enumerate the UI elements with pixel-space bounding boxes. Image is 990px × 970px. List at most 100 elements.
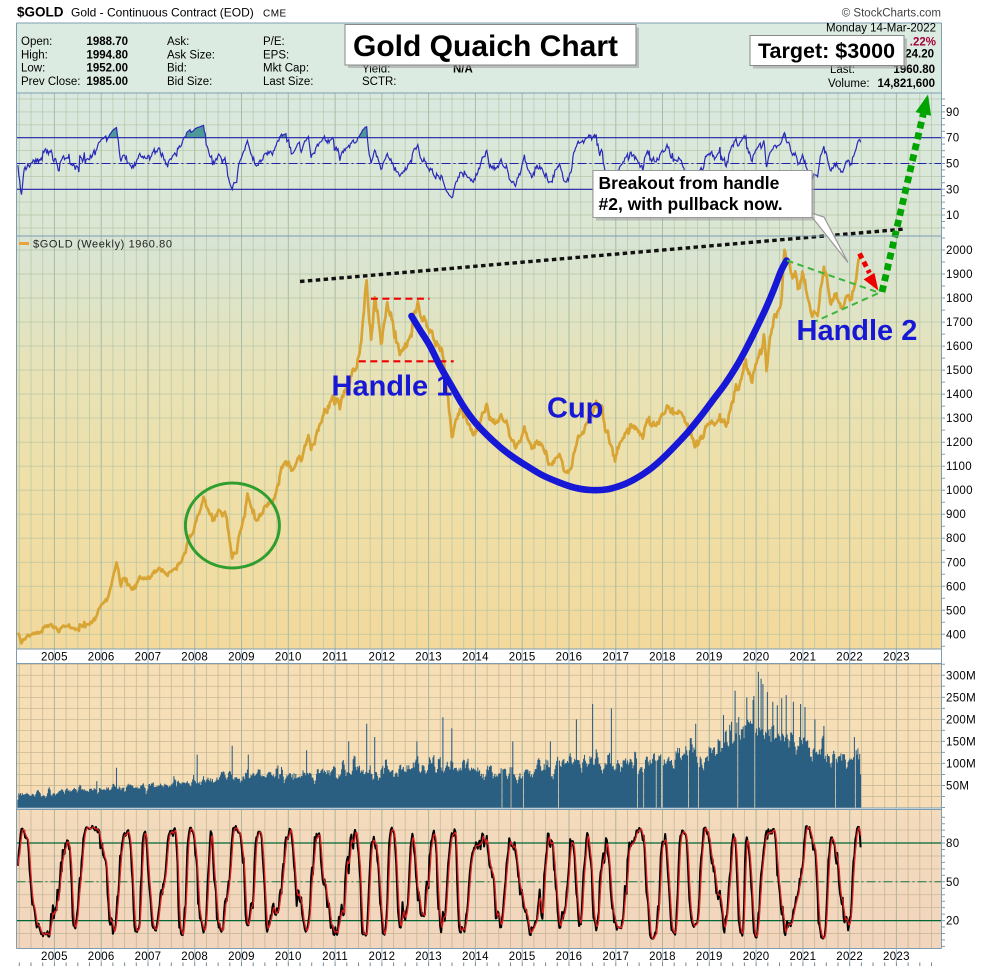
svg-text:2010: 2010 [275, 951, 302, 963]
svg-text:100M: 100M [946, 758, 976, 770]
svg-text:#2, with pullback now.: #2, with pullback now. [599, 194, 783, 214]
svg-text:500: 500 [946, 605, 966, 617]
svg-text:Mkt Cap:: Mkt Cap: [263, 63, 309, 75]
svg-text:Gold Quaich Chart: Gold Quaich Chart [353, 30, 618, 63]
svg-text:Bid Size:: Bid Size: [167, 76, 212, 88]
svg-text:1800: 1800 [946, 293, 973, 305]
svg-text:14,821,600: 14,821,600 [877, 78, 935, 90]
svg-text:2016: 2016 [556, 652, 583, 664]
svg-text:1988.70: 1988.70 [86, 36, 128, 48]
svg-text:10: 10 [946, 210, 959, 222]
svg-text:2011: 2011 [322, 652, 348, 664]
svg-text:2016: 2016 [556, 951, 583, 963]
svg-text:50: 50 [946, 877, 959, 889]
svg-text:1900: 1900 [946, 269, 973, 281]
svg-text:Last Size:: Last Size: [263, 76, 314, 88]
svg-text:2000: 2000 [946, 245, 973, 257]
svg-text:250M: 250M [946, 692, 976, 704]
svg-text:Breakout from handle: Breakout from handle [599, 173, 780, 193]
svg-text:1200: 1200 [946, 437, 973, 449]
svg-text:2019: 2019 [696, 652, 723, 664]
svg-text:2023: 2023 [883, 652, 910, 664]
svg-text:SCTR:: SCTR: [362, 76, 397, 88]
svg-text:2009: 2009 [228, 652, 255, 664]
svg-text:2006: 2006 [88, 652, 115, 664]
svg-text:Ask:: Ask: [167, 36, 189, 48]
svg-text:600: 600 [946, 581, 966, 593]
svg-text:Low:: Low: [21, 63, 45, 75]
svg-text:© StockCharts.com: © StockCharts.com [842, 8, 941, 20]
svg-text:800: 800 [946, 533, 966, 545]
svg-text:Prev Close:: Prev Close: [21, 76, 80, 88]
svg-text:80: 80 [946, 838, 959, 850]
svg-text:2007: 2007 [135, 951, 162, 963]
svg-text:2013: 2013 [415, 652, 442, 664]
svg-text:$GOLD (Weekly) 1960.80: $GOLD (Weekly) 1960.80 [33, 239, 173, 251]
svg-text:900: 900 [946, 509, 966, 521]
svg-text:1700: 1700 [946, 317, 973, 329]
svg-text:2015: 2015 [509, 652, 536, 664]
svg-text:Open:: Open: [21, 36, 52, 48]
svg-text:2018: 2018 [649, 951, 676, 963]
svg-text:700: 700 [946, 557, 966, 569]
svg-text:300M: 300M [946, 670, 976, 682]
svg-text:2014: 2014 [462, 951, 489, 963]
svg-text:$GOLD: $GOLD [17, 5, 64, 20]
svg-text:1985.00: 1985.00 [86, 76, 128, 88]
svg-text:150M: 150M [946, 736, 976, 748]
svg-text:2014: 2014 [462, 652, 489, 664]
svg-text:2015: 2015 [509, 951, 536, 963]
svg-text:High:: High: [21, 49, 48, 61]
svg-text:2021: 2021 [790, 652, 817, 664]
svg-text:Monday 14-Mar-2022: Monday 14-Mar-2022 [826, 23, 936, 35]
svg-text:90: 90 [946, 107, 959, 119]
svg-text:Bid:: Bid: [167, 63, 187, 75]
svg-text:Gold - Continuous Contract (EO: Gold - Continuous Contract (EOD) [71, 6, 254, 20]
svg-text:Ask Size:: Ask Size: [167, 49, 215, 61]
svg-text:Handle 1: Handle 1 [332, 371, 453, 403]
svg-text:CME: CME [263, 9, 287, 20]
svg-text:20: 20 [946, 916, 959, 928]
svg-text:1100: 1100 [946, 461, 972, 473]
svg-text:2013: 2013 [415, 951, 442, 963]
svg-text:2019: 2019 [696, 951, 723, 963]
svg-text:Target: $3000: Target: $3000 [758, 39, 895, 63]
svg-text:Handle 2: Handle 2 [797, 315, 918, 347]
svg-text:2012: 2012 [369, 652, 396, 664]
svg-text:2012: 2012 [369, 951, 396, 963]
svg-text:30: 30 [946, 184, 959, 196]
svg-text:2006: 2006 [88, 951, 115, 963]
svg-text:1952.00: 1952.00 [86, 63, 128, 75]
svg-text:400: 400 [946, 629, 966, 641]
svg-text:1000: 1000 [946, 485, 973, 497]
svg-text:1600: 1600 [946, 341, 973, 353]
svg-text:1994.80: 1994.80 [86, 49, 128, 61]
svg-text:2022: 2022 [836, 652, 863, 664]
svg-text:EPS:: EPS: [263, 49, 289, 61]
svg-text:2005: 2005 [41, 652, 68, 664]
svg-text:70: 70 [946, 133, 959, 145]
svg-text:2005: 2005 [41, 951, 68, 963]
svg-text:1500: 1500 [946, 365, 973, 377]
svg-text:1400: 1400 [946, 389, 973, 401]
svg-text:2017: 2017 [602, 652, 629, 664]
svg-text:2011: 2011 [322, 951, 348, 963]
svg-text:2009: 2009 [228, 951, 255, 963]
svg-text:1300: 1300 [946, 413, 973, 425]
svg-text:2008: 2008 [181, 652, 208, 664]
svg-text:Cup: Cup [547, 393, 603, 425]
svg-text:2007: 2007 [135, 652, 162, 664]
svg-text:2018: 2018 [649, 652, 676, 664]
svg-text:2020: 2020 [743, 652, 770, 664]
svg-text:2020: 2020 [743, 951, 770, 963]
svg-text:2022: 2022 [836, 951, 863, 963]
svg-text:.22%: .22% [910, 37, 936, 49]
svg-text:2010: 2010 [275, 652, 302, 664]
svg-text:Volume:: Volume: [828, 78, 870, 90]
svg-text:200M: 200M [946, 714, 976, 726]
svg-text:P/E:: P/E: [263, 36, 285, 48]
svg-text:2023: 2023 [883, 951, 910, 963]
svg-text:24.20: 24.20 [905, 49, 934, 61]
svg-text:50M: 50M [946, 781, 969, 793]
svg-text:2017: 2017 [602, 951, 629, 963]
